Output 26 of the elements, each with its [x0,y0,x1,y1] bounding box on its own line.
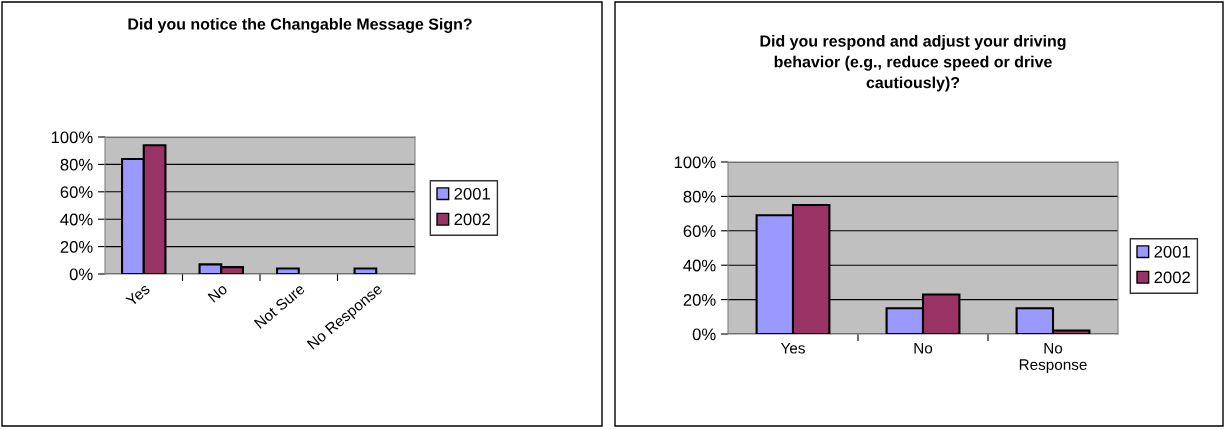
y-tick-label: 40% [60,213,93,226]
x-tick-label: Not Sure [253,283,306,329]
y-tick-label: 20% [683,294,716,306]
y-tick-label: 80% [60,158,93,171]
x-tick-label: Yes [780,342,805,354]
bar [353,267,378,274]
x-tick-label: No [207,283,228,303]
y-tick-label: 100% [674,156,716,169]
y-tick-label: 80% [683,190,716,203]
y-tick-label: 60% [683,225,716,237]
x-tick-label: Yes [125,283,151,307]
y-tick-label: 0% [69,268,93,281]
y-tick-label: 0% [692,328,716,341]
chart-title: Did you notice the Changable Message Sign? [128,18,472,33]
y-tick-label: 20% [60,241,93,253]
legend-label: 2002 [454,213,490,226]
y-tick-label: 100% [51,131,93,144]
x-tick-label: No Response [1019,342,1087,374]
x-tick-label: No [914,342,933,354]
legend-label: 2001 [1154,245,1190,258]
y-tick-label: 40% [683,259,716,272]
legend-label: 2001 [454,187,490,200]
y-tick-label: 60% [60,186,93,198]
bar [276,267,300,274]
legend-label: 2002 [1154,271,1190,284]
chart-title: Did you respond and adjust your driving behavior (e.g., reduce speed or drive cautiously)? [760,35,1066,92]
